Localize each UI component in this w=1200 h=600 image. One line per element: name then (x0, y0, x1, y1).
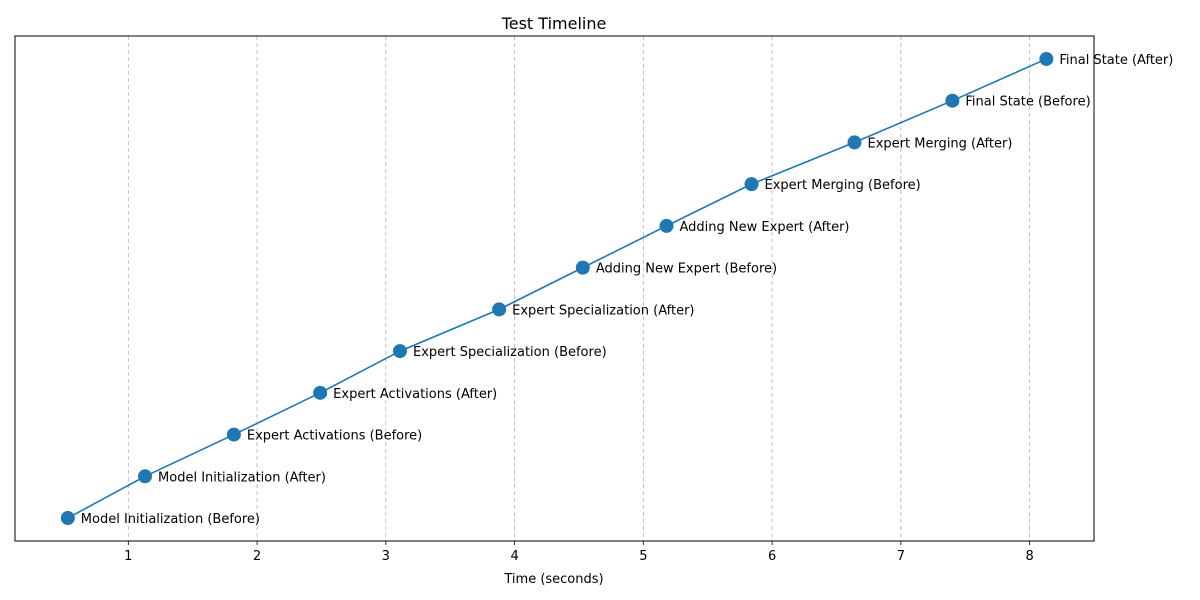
data-point (744, 177, 759, 192)
data-point-label: Adding New Expert (Before) (596, 262, 777, 277)
x-tick-label: 8 (1025, 549, 1033, 564)
data-point (575, 260, 590, 275)
data-point (226, 427, 241, 442)
data-point-label: Expert Merging (Before) (765, 178, 921, 193)
x-tick-label: 4 (510, 549, 518, 564)
x-tick-label: 7 (897, 549, 905, 564)
data-point-label: Adding New Expert (After) (680, 220, 850, 235)
x-tick-label: 1 (124, 549, 132, 564)
data-point (313, 385, 328, 400)
data-markers (60, 51, 1054, 526)
data-point-label: Model Initialization (After) (158, 470, 326, 485)
x-axis-ticks: 1 2 3 4 5 6 7 8 (124, 541, 1034, 564)
data-point-label: Expert Merging (After) (868, 136, 1013, 151)
data-point-label: Final State (Before) (965, 95, 1090, 110)
data-point (659, 218, 674, 233)
data-point-label: Model Initialization (Before) (81, 512, 260, 527)
x-tick-label: 5 (639, 549, 647, 564)
chart-title: Test Timeline (501, 14, 607, 33)
data-point-label: Expert Specialization (After) (512, 303, 694, 318)
data-point (847, 135, 862, 150)
data-point-label: Final State (After) (1059, 53, 1173, 68)
data-point (60, 511, 75, 526)
data-labels: Model Initialization (Before) Model Initi… (81, 53, 1174, 527)
plot-frame (14, 35, 1095, 542)
x-axis-label: Time (seconds) (503, 572, 603, 587)
data-point-label: Expert Activations (Before) (247, 429, 422, 444)
data-point (945, 93, 960, 108)
grid-lines (127, 36, 1031, 541)
data-point-label: Expert Activations (After) (333, 387, 497, 402)
x-tick-label: 6 (768, 549, 776, 564)
data-point (138, 469, 153, 484)
data-point-label: Expert Specialization (Before) (413, 345, 607, 360)
data-point (492, 302, 507, 317)
data-point (392, 344, 407, 359)
data-point (1039, 51, 1054, 66)
x-tick-label: 3 (382, 549, 390, 564)
series-line (67, 58, 1047, 519)
x-tick-label: 2 (253, 549, 261, 564)
